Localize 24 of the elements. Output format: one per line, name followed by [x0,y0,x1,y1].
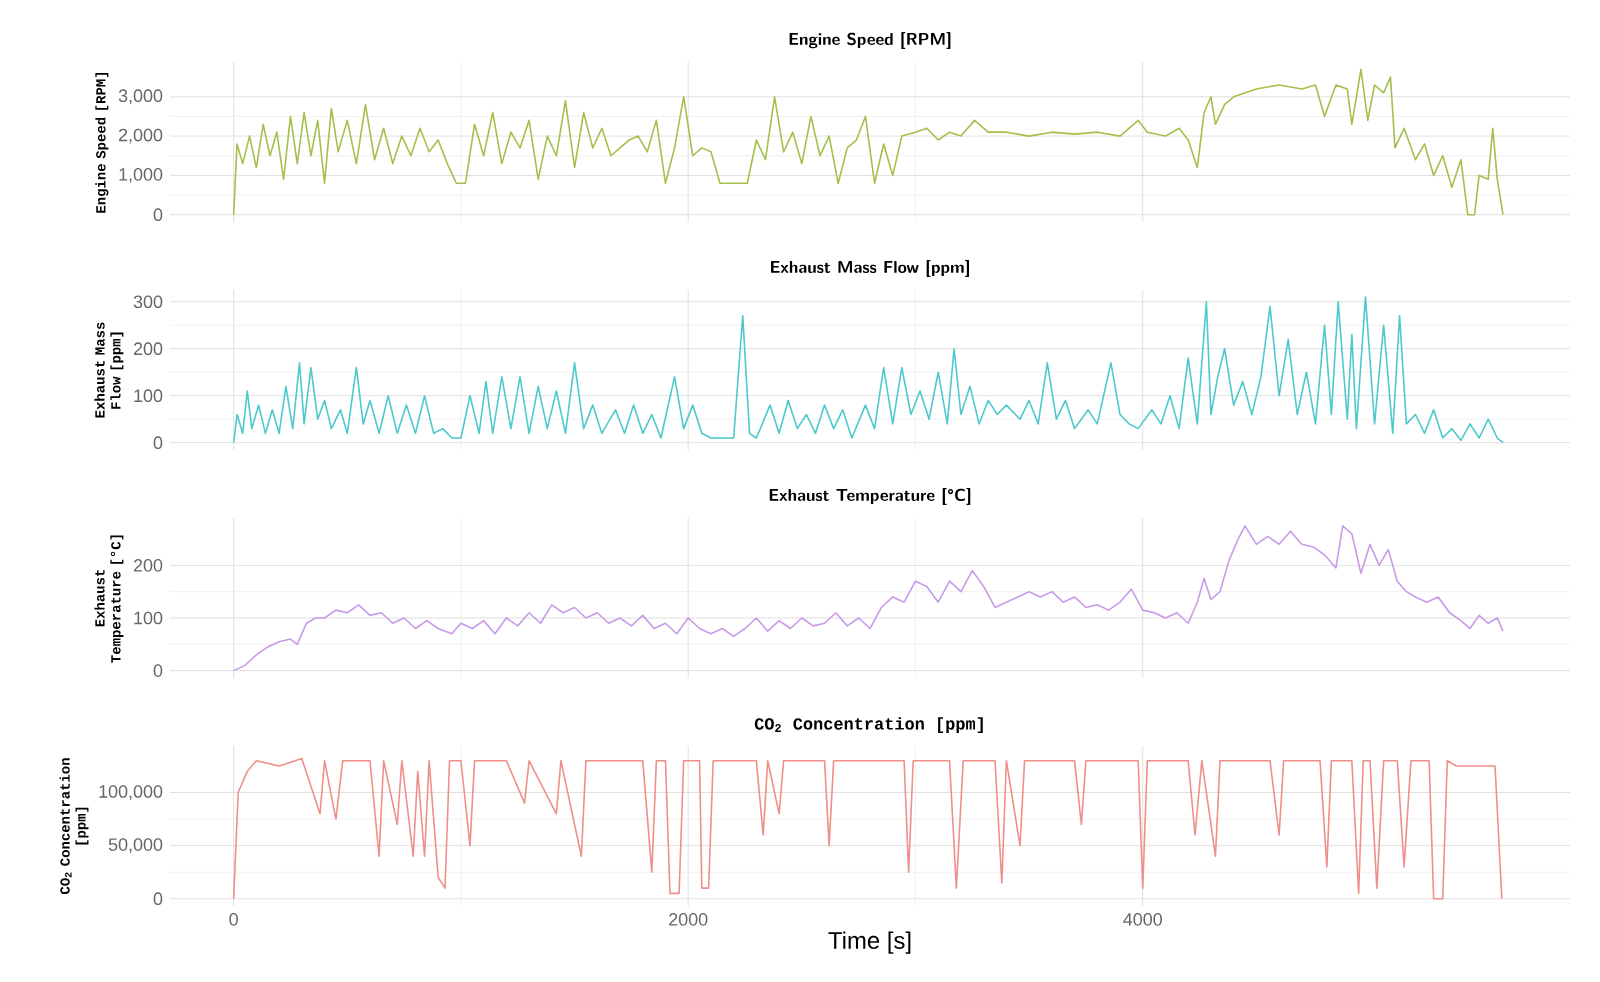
y-tick-label: 2,000 [118,128,163,144]
line-series [232,525,1504,672]
chart-title: CO$_{2}$ Concentration [ppm] [754,717,983,733]
chart-title: Exhaust Mass Flow [ppm] [771,260,970,278]
y-tick-label: 100 [134,389,163,403]
x-tick-label: 0 [229,913,238,926]
y-tick-label: 0 [153,208,163,222]
y-tick-label: 1,000 [119,167,163,183]
y-tick-label: 200 [133,342,163,356]
y-tick-label: 0 [153,664,163,677]
x-axis-title: Time [s] [828,931,911,954]
y-tick-label: 200 [133,559,163,572]
y-tick-label: 300 [133,295,163,309]
chart-title: Engine Speed [RPM] [789,32,951,50]
y-tick-label: 100,000 [99,785,163,800]
chart-title: Exhaust Temperature [°C] [769,488,971,506]
y-tick-label: 50,000 [108,838,163,854]
x-tick-label: 4000 [1123,913,1162,926]
line-series [232,757,1503,900]
y-tick-label: 3,000 [118,89,163,105]
x-tick-label: 2000 [669,913,708,926]
y-tick-label: 100 [134,611,163,625]
y-tick-label: 0 [153,436,163,450]
y-tick-label: 0 [153,892,163,906]
